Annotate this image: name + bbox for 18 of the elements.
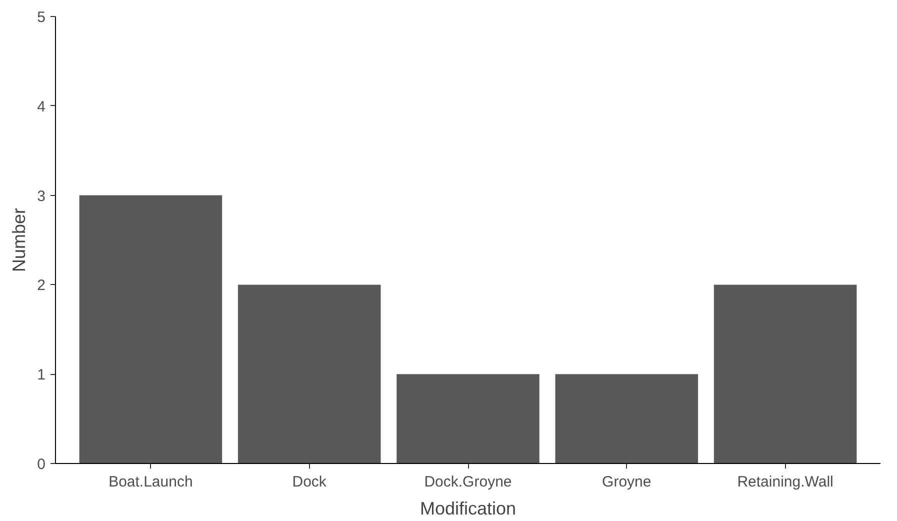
x-tick-label: Dock xyxy=(292,474,327,490)
y-tick-label: 4 xyxy=(37,98,46,116)
y-tick-label: 0 xyxy=(37,456,46,473)
bar xyxy=(79,195,222,464)
y-tick-label: 5 xyxy=(37,9,46,26)
x-tick-label: Groyne xyxy=(602,474,652,490)
y-tick-label: 3 xyxy=(37,188,46,205)
y-tick-label: 2 xyxy=(37,277,46,294)
x-tick-label: Boat.Launch xyxy=(108,474,193,490)
bar xyxy=(555,374,698,464)
x-tick-label: Retaining.Wall xyxy=(737,474,834,490)
bar xyxy=(396,374,540,464)
y-axis-title: Number xyxy=(9,208,30,272)
bar xyxy=(714,284,857,464)
bar xyxy=(238,284,381,464)
y-tick-label: 1 xyxy=(37,366,46,384)
x-tick-label: Dock.Groyne xyxy=(424,474,512,490)
x-axis-title: Modification xyxy=(420,498,516,518)
